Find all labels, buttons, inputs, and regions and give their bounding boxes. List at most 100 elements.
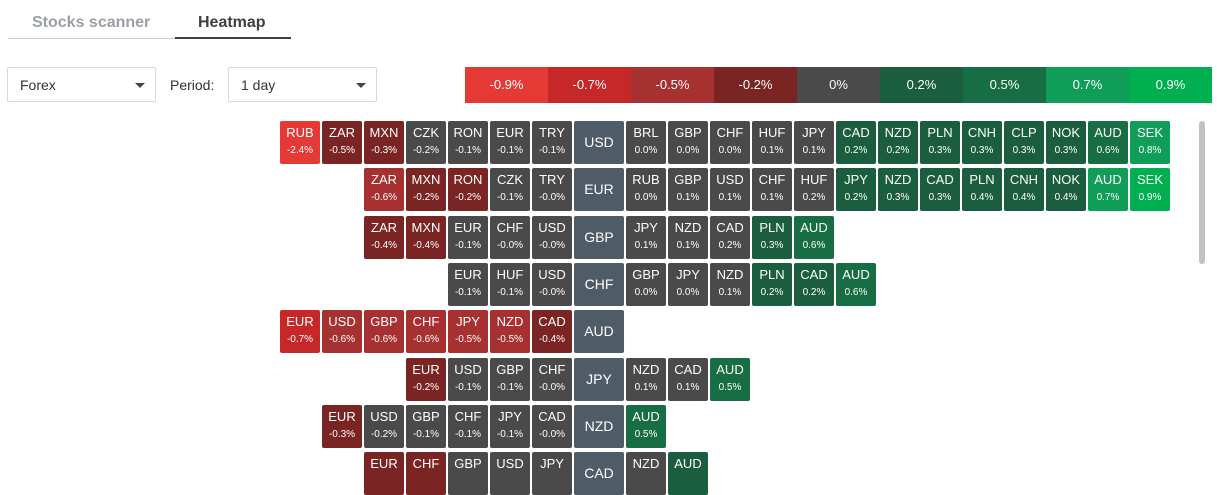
heatmap-cell[interactable]: AUD 0.5% — [626, 405, 666, 448]
heatmap-cell[interactable]: RUB 0.0% — [626, 168, 666, 211]
heatmap-cell[interactable]: AUD 0.6% — [794, 216, 834, 259]
heatmap-cell[interactable]: TRY -0.1% — [532, 121, 572, 164]
heatmap-cell[interactable]: EUR -0.1% — [490, 121, 530, 164]
heatmap-cell[interactable]: JPY — [532, 452, 572, 495]
heatmap-cell[interactable]: PLN 0.2% — [752, 263, 792, 306]
heatmap-cell[interactable]: NZD 0.3% — [878, 168, 918, 211]
cell-change: -0.1% — [496, 192, 524, 203]
heatmap-cell[interactable]: CHF 0.1% — [752, 168, 792, 211]
heatmap-cell[interactable]: RON -0.1% — [448, 121, 488, 164]
heatmap-cell[interactable]: CZK -0.1% — [490, 168, 530, 211]
heatmap-cell[interactable]: USD -0.0% — [532, 216, 572, 259]
heatmap-cell[interactable]: CHF -0.0% — [490, 216, 530, 259]
heatmap-cell[interactable]: JPY 0.1% — [794, 121, 834, 164]
heatmap-cell[interactable]: MXN -0.4% — [406, 216, 446, 259]
heatmap-cell[interactable]: EUR -0.1% — [448, 216, 488, 259]
heatmap-cell[interactable]: CZK -0.2% — [406, 121, 446, 164]
heatmap-cell[interactable]: GBP 0.0% — [668, 121, 708, 164]
heatmap-cell[interactable]: CNH 0.3% — [962, 121, 1002, 164]
heatmap-cell[interactable]: ZAR -0.6% — [364, 168, 404, 211]
heatmap-cell[interactable]: MXN -0.3% — [364, 121, 404, 164]
heatmap-cell[interactable]: AUD — [668, 452, 708, 495]
heatmap-cell[interactable]: JPY -0.1% — [490, 405, 530, 448]
heatmap-cell[interactable]: GBP — [448, 452, 488, 495]
heatmap-cell[interactable]: CHF -0.6% — [406, 310, 446, 353]
base-currency-eur[interactable]: EUR — [574, 168, 624, 211]
base-currency-chf[interactable]: CHF — [574, 263, 624, 306]
cell-change: 0.1% — [718, 287, 742, 298]
heatmap-cell[interactable]: JPY 0.1% — [626, 216, 666, 259]
heatmap-cell[interactable]: GBP -0.6% — [364, 310, 404, 353]
heatmap-cell[interactable]: NZD -0.5% — [490, 310, 530, 353]
base-currency-jpy[interactable]: JPY — [574, 358, 624, 401]
heatmap-cell[interactable]: NZD 0.2% — [878, 121, 918, 164]
tab-stocks-scanner[interactable]: Stocks scanner — [32, 14, 151, 31]
heatmap-cell[interactable]: RON -0.2% — [448, 168, 488, 211]
heatmap-cell[interactable]: AUD 0.6% — [1088, 121, 1128, 164]
heatmap-cell[interactable]: EUR -0.7% — [280, 310, 320, 353]
heatmap-cell[interactable]: USD -0.2% — [364, 405, 404, 448]
heatmap-cell[interactable]: TRY -0.0% — [532, 168, 572, 211]
heatmap-cell[interactable]: SEK 0.8% — [1130, 121, 1170, 164]
heatmap-cell[interactable]: CAD 0.2% — [794, 263, 834, 306]
heatmap-cell[interactable]: AUD 0.6% — [836, 263, 876, 306]
heatmap-cell[interactable]: JPY 0.0% — [668, 263, 708, 306]
heatmap-cell[interactable]: USD 0.1% — [710, 168, 750, 211]
heatmap-cell[interactable]: JPY -0.5% — [448, 310, 488, 353]
heatmap-cell[interactable]: RUB -2.4% — [280, 121, 320, 164]
scrollbar-thumb[interactable] — [1199, 121, 1205, 264]
heatmap-cell[interactable]: CHF -0.0% — [532, 358, 572, 401]
heatmap-cell[interactable]: NZD — [626, 452, 666, 495]
base-currency-usd[interactable]: USD — [574, 121, 624, 164]
heatmap-cell[interactable]: BRL 0.0% — [626, 121, 666, 164]
heatmap-cell[interactable]: SEK 0.9% — [1130, 168, 1170, 211]
heatmap-cell[interactable]: CAD 0.2% — [710, 216, 750, 259]
heatmap-cell[interactable]: CAD -0.4% — [532, 310, 572, 353]
heatmap-cell[interactable]: NZD 0.1% — [710, 263, 750, 306]
heatmap-cell[interactable]: CLP 0.3% — [1004, 121, 1044, 164]
heatmap-cell[interactable]: CNH 0.4% — [1004, 168, 1044, 211]
heatmap-cell[interactable]: NOK 0.4% — [1046, 168, 1086, 211]
heatmap-cell[interactable]: HUF 0.1% — [752, 121, 792, 164]
base-currency-nzd[interactable]: NZD — [574, 405, 624, 448]
heatmap-cell[interactable]: USD -0.6% — [322, 310, 362, 353]
heatmap-cell[interactable]: JPY 0.2% — [836, 168, 876, 211]
heatmap-cell[interactable]: CAD 0.3% — [920, 168, 960, 211]
heatmap-cell[interactable]: AUD 0.7% — [1088, 168, 1128, 211]
heatmap-cell[interactable]: NOK 0.3% — [1046, 121, 1086, 164]
heatmap-cell[interactable]: NZD 0.1% — [668, 216, 708, 259]
base-currency-gbp[interactable]: GBP — [574, 216, 624, 259]
base-currency-cad[interactable]: CAD — [574, 452, 624, 495]
heatmap-cell[interactable]: CAD 0.2% — [836, 121, 876, 164]
heatmap-cell[interactable]: ZAR -0.4% — [364, 216, 404, 259]
heatmap-cell[interactable]: AUD 0.5% — [710, 358, 750, 401]
heatmap-cell[interactable]: NZD 0.1% — [626, 358, 666, 401]
heatmap-cell[interactable]: CAD 0.1% — [668, 358, 708, 401]
heatmap-cell[interactable]: CAD -0.0% — [532, 405, 572, 448]
heatmap-cell[interactable]: GBP 0.1% — [668, 168, 708, 211]
market-select[interactable]: Forex — [7, 67, 156, 102]
heatmap-cell[interactable]: PLN 0.3% — [920, 121, 960, 164]
base-currency-aud[interactable]: AUD — [574, 310, 624, 353]
heatmap-cell[interactable]: CHF 0.0% — [710, 121, 750, 164]
heatmap-cell[interactable]: GBP 0.0% — [626, 263, 666, 306]
heatmap-cell[interactable]: HUF -0.1% — [490, 263, 530, 306]
heatmap-cell[interactable]: USD -0.1% — [448, 358, 488, 401]
heatmap-cell[interactable]: USD — [490, 452, 530, 495]
period-select[interactable]: 1 day — [228, 67, 377, 102]
heatmap-cell[interactable]: EUR -0.2% — [406, 358, 446, 401]
heatmap-cell[interactable]: EUR — [364, 452, 404, 495]
heatmap-cell[interactable]: CHF -0.1% — [448, 405, 488, 448]
heatmap-cell[interactable]: EUR -0.3% — [322, 405, 362, 448]
heatmap-cell[interactable]: EUR -0.1% — [448, 263, 488, 306]
heatmap-cell[interactable]: ZAR -0.5% — [322, 121, 362, 164]
heatmap-cell[interactable]: GBP -0.1% — [406, 405, 446, 448]
heatmap-cell[interactable]: PLN 0.3% — [752, 216, 792, 259]
heatmap-cell[interactable]: GBP -0.1% — [490, 358, 530, 401]
heatmap-cell[interactable]: USD -0.0% — [532, 263, 572, 306]
heatmap-cell[interactable]: CHF — [406, 452, 446, 495]
tab-heatmap[interactable]: Heatmap — [198, 14, 266, 31]
heatmap-cell[interactable]: PLN 0.4% — [962, 168, 1002, 211]
heatmap-cell[interactable]: HUF 0.2% — [794, 168, 834, 211]
heatmap-cell[interactable]: MXN -0.2% — [406, 168, 446, 211]
